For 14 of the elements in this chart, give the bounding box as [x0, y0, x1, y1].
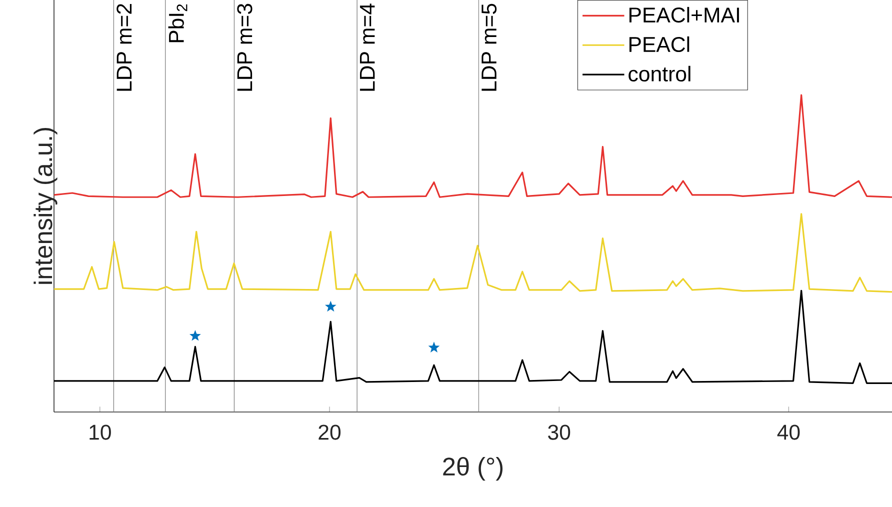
y-axis-title: intensity (a.u.) [34, 128, 58, 284]
annotation: LDP m=3 [237, 4, 252, 91]
x-tick-label: 30 [548, 424, 570, 440]
annotation: LDP m=4 [360, 4, 375, 91]
legend-label: control [628, 66, 690, 82]
ref-line-label: PbI$_{2}$ [168, 4, 188, 42]
x-tick-label: 40 [777, 424, 800, 440]
legend-label: PEACl+MAI [629, 6, 739, 23]
x-tick-label: 20 [318, 424, 341, 440]
annotation: LDP m=5 [482, 4, 497, 91]
annotation: LDP m=2 [116, 4, 132, 91]
x-tick-label: 10 [90, 424, 111, 440]
x-axis-title: 2θ (°) [443, 456, 503, 481]
legend-label: PEACl [629, 36, 690, 52]
